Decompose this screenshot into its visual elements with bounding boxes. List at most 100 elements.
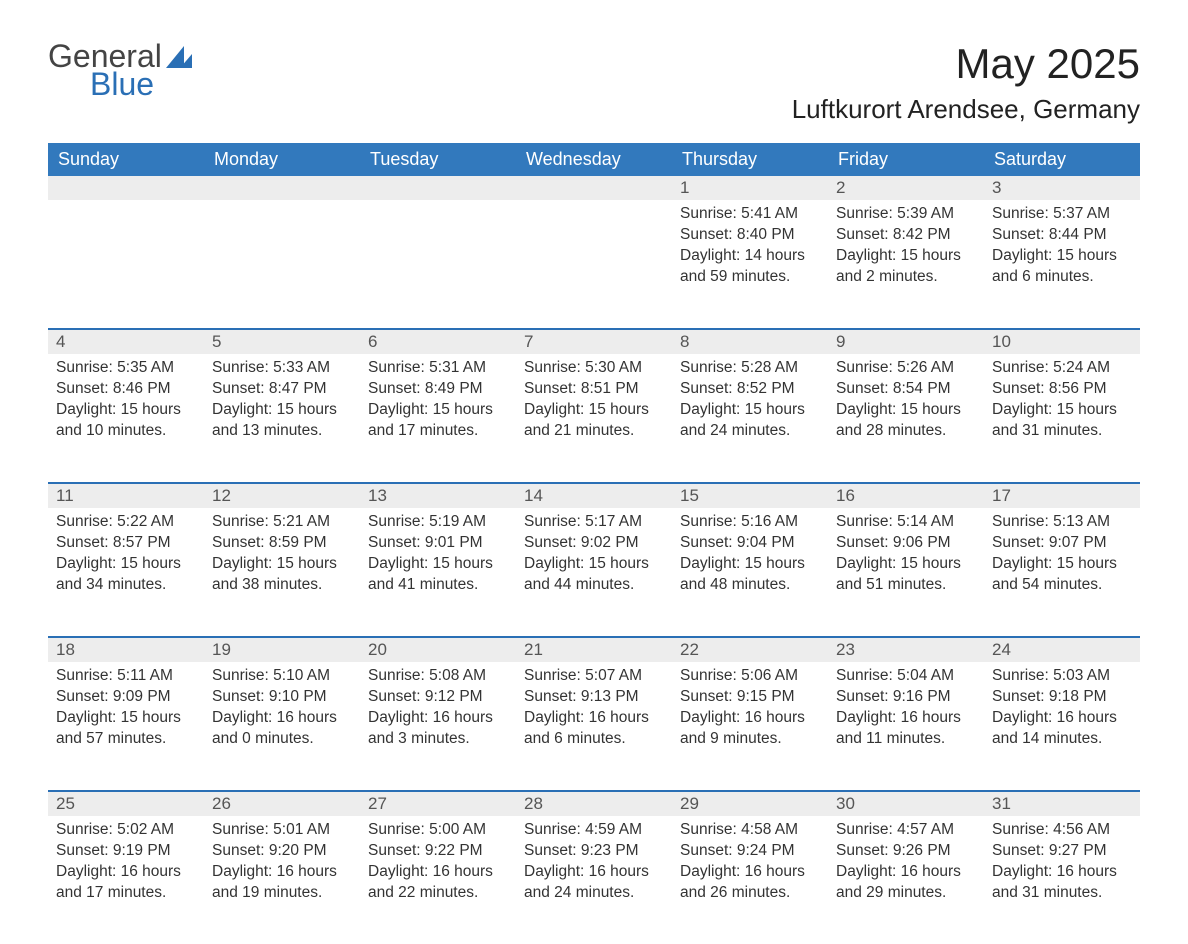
daylight-line: Daylight: 16 hours and 17 minutes. [56,862,196,904]
calendar-daynum-empty [360,176,516,200]
calendar-cell: Sunrise: 5:00 AMSunset: 9:22 PMDaylight:… [360,816,516,914]
daylight-line: Daylight: 15 hours and 38 minutes. [212,554,352,596]
sunset-line: Sunset: 8:52 PM [680,379,820,400]
calendar-daynum-empty [48,176,204,200]
sunrise-line: Sunrise: 5:24 AM [992,358,1132,379]
week-daynum-row: 45678910 [48,328,1140,354]
sunset-line: Sunset: 8:49 PM [368,379,508,400]
calendar-cell: Sunrise: 5:06 AMSunset: 9:15 PMDaylight:… [672,662,828,760]
calendar-daynum: 26 [204,790,360,816]
calendar-cell: Sunrise: 5:11 AMSunset: 9:09 PMDaylight:… [48,662,204,760]
sunset-line: Sunset: 8:57 PM [56,533,196,554]
daylight-line: Daylight: 16 hours and 14 minutes. [992,708,1132,750]
sunrise-line: Sunrise: 5:08 AM [368,666,508,687]
sunrise-line: Sunrise: 5:11 AM [56,666,196,687]
sunset-line: Sunset: 8:51 PM [524,379,664,400]
week-body-row: Sunrise: 5:35 AMSunset: 8:46 PMDaylight:… [48,354,1140,482]
sunrise-line: Sunrise: 5:41 AM [680,204,820,225]
sunrise-line: Sunrise: 4:58 AM [680,820,820,841]
weekday-header: Thursday [672,143,828,176]
sunrise-line: Sunrise: 5:39 AM [836,204,976,225]
daylight-line: Daylight: 15 hours and 24 minutes. [680,400,820,442]
calendar-daynum: 4 [48,328,204,354]
calendar-cell: Sunrise: 5:04 AMSunset: 9:16 PMDaylight:… [828,662,984,760]
weekday-header-row: SundayMondayTuesdayWednesdayThursdayFrid… [48,143,1140,176]
calendar-cell: Sunrise: 5:24 AMSunset: 8:56 PMDaylight:… [984,354,1140,452]
sunset-line: Sunset: 9:02 PM [524,533,664,554]
sunrise-line: Sunrise: 5:00 AM [368,820,508,841]
sunset-line: Sunset: 8:44 PM [992,225,1132,246]
calendar-daynum: 23 [828,636,984,662]
calendar-cell: Sunrise: 4:56 AMSunset: 9:27 PMDaylight:… [984,816,1140,914]
sunrise-line: Sunrise: 5:01 AM [212,820,352,841]
calendar-cell: Sunrise: 5:02 AMSunset: 9:19 PMDaylight:… [48,816,204,914]
sunrise-line: Sunrise: 5:21 AM [212,512,352,533]
calendar-daynum: 5 [204,328,360,354]
calendar-daynum: 19 [204,636,360,662]
calendar-cell: Sunrise: 5:19 AMSunset: 9:01 PMDaylight:… [360,508,516,606]
sunset-line: Sunset: 9:10 PM [212,687,352,708]
calendar-daynum: 11 [48,482,204,508]
sunset-line: Sunset: 8:59 PM [212,533,352,554]
sunset-line: Sunset: 8:46 PM [56,379,196,400]
weekday-header: Monday [204,143,360,176]
sunrise-line: Sunrise: 5:22 AM [56,512,196,533]
logo-triangle-icon [180,54,192,68]
calendar-daynum: 12 [204,482,360,508]
calendar-cell: Sunrise: 5:41 AMSunset: 8:40 PMDaylight:… [672,200,828,298]
sunset-line: Sunset: 8:40 PM [680,225,820,246]
page-title: May 2025 [792,40,1140,88]
calendar-cell: Sunrise: 5:39 AMSunset: 8:42 PMDaylight:… [828,200,984,298]
calendar-cell: Sunrise: 5:37 AMSunset: 8:44 PMDaylight:… [984,200,1140,298]
sunset-line: Sunset: 9:19 PM [56,841,196,862]
calendar-daynum: 28 [516,790,672,816]
calendar-daynum: 3 [984,176,1140,200]
daylight-line: Daylight: 15 hours and 21 minutes. [524,400,664,442]
daylight-line: Daylight: 16 hours and 0 minutes. [212,708,352,750]
sunset-line: Sunset: 9:24 PM [680,841,820,862]
daylight-line: Daylight: 15 hours and 31 minutes. [992,400,1132,442]
sunrise-line: Sunrise: 5:30 AM [524,358,664,379]
calendar-cell: Sunrise: 5:17 AMSunset: 9:02 PMDaylight:… [516,508,672,606]
daylight-line: Daylight: 15 hours and 41 minutes. [368,554,508,596]
sunset-line: Sunset: 9:07 PM [992,533,1132,554]
logo-text-2: Blue [90,68,162,100]
sunset-line: Sunset: 8:42 PM [836,225,976,246]
week-daynum-row: 123 [48,176,1140,200]
daylight-line: Daylight: 15 hours and 28 minutes. [836,400,976,442]
calendar-daynum: 16 [828,482,984,508]
weekday-header: Sunday [48,143,204,176]
daylight-line: Daylight: 14 hours and 59 minutes. [680,246,820,288]
sunset-line: Sunset: 9:01 PM [368,533,508,554]
week-body-row: Sunrise: 5:22 AMSunset: 8:57 PMDaylight:… [48,508,1140,636]
sunrise-line: Sunrise: 5:17 AM [524,512,664,533]
calendar-daynum: 2 [828,176,984,200]
sunrise-line: Sunrise: 5:04 AM [836,666,976,687]
sunrise-line: Sunrise: 5:06 AM [680,666,820,687]
calendar-daynum-empty [204,176,360,200]
daylight-line: Daylight: 15 hours and 51 minutes. [836,554,976,596]
sunset-line: Sunset: 9:04 PM [680,533,820,554]
calendar-daynum: 22 [672,636,828,662]
sunset-line: Sunset: 9:16 PM [836,687,976,708]
sunrise-line: Sunrise: 4:59 AM [524,820,664,841]
calendar-daynum: 15 [672,482,828,508]
sunset-line: Sunset: 9:13 PM [524,687,664,708]
sunset-line: Sunset: 8:54 PM [836,379,976,400]
calendar-daynum: 29 [672,790,828,816]
sunrise-line: Sunrise: 5:14 AM [836,512,976,533]
sunrise-line: Sunrise: 5:07 AM [524,666,664,687]
logo: General Blue [48,40,192,100]
calendar-cell: Sunrise: 5:22 AMSunset: 8:57 PMDaylight:… [48,508,204,606]
calendar-daynum: 6 [360,328,516,354]
sunset-line: Sunset: 9:12 PM [368,687,508,708]
week-body-row: Sunrise: 5:41 AMSunset: 8:40 PMDaylight:… [48,200,1140,328]
calendar-daynum-empty [516,176,672,200]
calendar-daynum: 24 [984,636,1140,662]
sunrise-line: Sunrise: 5:33 AM [212,358,352,379]
sunset-line: Sunset: 9:18 PM [992,687,1132,708]
weekday-header: Saturday [984,143,1140,176]
calendar-cell: Sunrise: 5:33 AMSunset: 8:47 PMDaylight:… [204,354,360,452]
calendar-daynum: 30 [828,790,984,816]
daylight-line: Daylight: 15 hours and 34 minutes. [56,554,196,596]
